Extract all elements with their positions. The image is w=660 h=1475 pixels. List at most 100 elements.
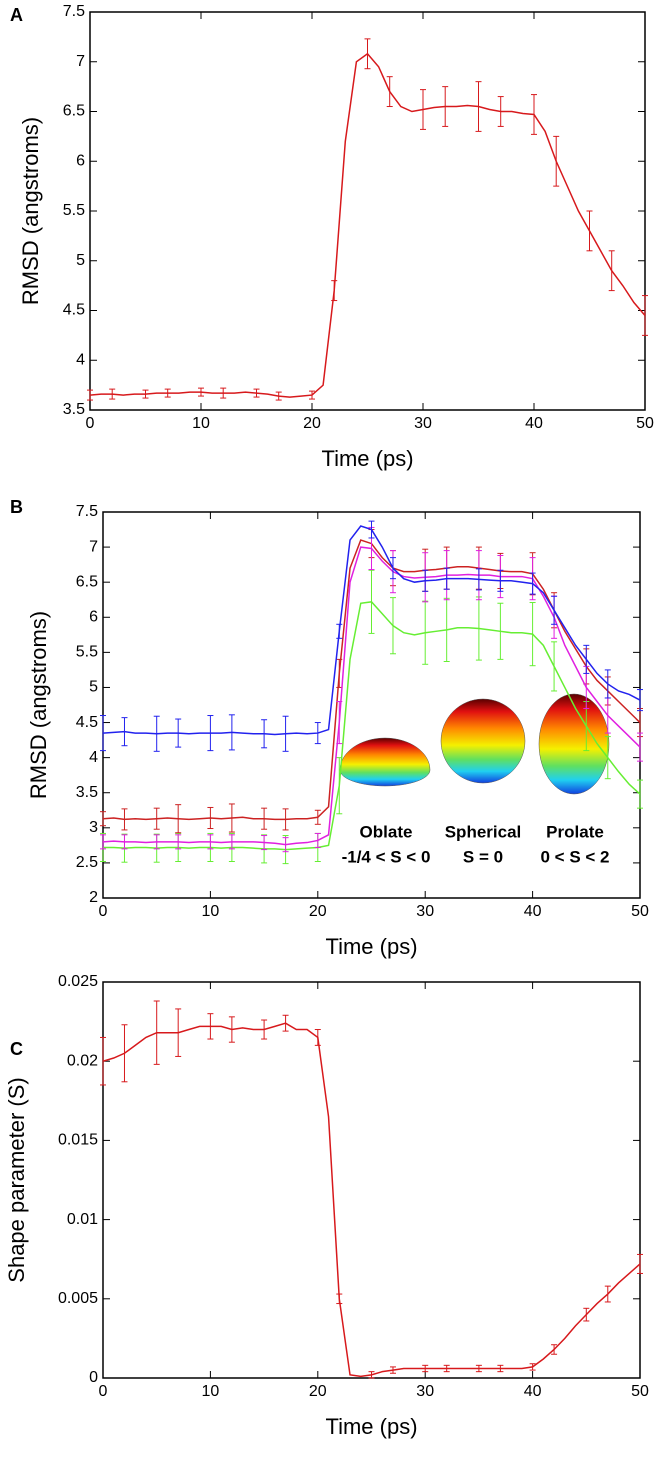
x-tick-label: 40 xyxy=(524,903,542,920)
x-tick-label: 50 xyxy=(636,415,654,432)
error-bar xyxy=(121,808,128,831)
x-axis-label: Time (ps) xyxy=(325,1414,417,1439)
error-bar xyxy=(637,1253,643,1274)
error-bar xyxy=(551,641,558,692)
error-bar xyxy=(314,1029,321,1046)
error-bar xyxy=(309,390,315,400)
error-bar xyxy=(121,717,128,747)
error-bar xyxy=(261,719,268,749)
error-bar xyxy=(275,391,282,401)
error-bar xyxy=(389,1366,396,1374)
error-bar xyxy=(551,1344,558,1355)
series-line xyxy=(102,1022,641,1378)
error-bar xyxy=(314,722,321,745)
annotation: Prolate xyxy=(546,822,604,841)
error-bar xyxy=(331,280,338,302)
y-tick-label: 5.5 xyxy=(76,644,98,661)
x-tick-label: 30 xyxy=(416,903,434,920)
y-tick-label: 4 xyxy=(76,351,85,368)
error-bar xyxy=(207,715,214,752)
y-tick-label: 0.015 xyxy=(58,1132,98,1149)
y-axis-label: RMSD (angstroms) xyxy=(18,117,43,305)
error-bar xyxy=(475,568,482,591)
y-tick-label: 6 xyxy=(89,608,98,625)
error-bar xyxy=(228,714,235,751)
annotation: -1/4 < S < 0 xyxy=(342,847,431,866)
x-tick-label: 10 xyxy=(202,1383,220,1400)
error-bar xyxy=(109,388,116,400)
error-bar xyxy=(368,569,375,634)
error-bar xyxy=(422,1364,429,1373)
error-bar xyxy=(586,210,593,252)
error-bar xyxy=(228,834,235,850)
sphere xyxy=(440,698,526,784)
y-tick-label: 3 xyxy=(89,819,98,836)
y-tick-label: 5 xyxy=(76,252,85,269)
annotation: Spherical xyxy=(445,822,522,841)
annotation: Oblate xyxy=(360,822,413,841)
annotation: S = 0 xyxy=(463,847,503,866)
x-tick-label: 40 xyxy=(525,415,543,432)
error-bar xyxy=(220,387,227,399)
error-bar xyxy=(175,1008,182,1057)
panel-label: B xyxy=(10,497,23,517)
error-bar xyxy=(336,757,343,815)
x-tick-label: 10 xyxy=(192,415,210,432)
y-tick-label: 0 xyxy=(89,1369,98,1386)
y-tick-label: 2.5 xyxy=(76,854,98,871)
error-bar xyxy=(142,389,149,399)
y-tick-label: 6.5 xyxy=(76,573,98,590)
y-axis-label: Shape parameter (S) xyxy=(4,1077,29,1282)
x-tick-label: 0 xyxy=(86,415,95,432)
error-bar xyxy=(529,572,536,595)
error-bar xyxy=(637,779,643,809)
error-bar xyxy=(282,715,289,752)
x-tick-label: 10 xyxy=(202,903,220,920)
error-bar xyxy=(497,602,504,660)
error-bar xyxy=(475,81,482,132)
error-bar xyxy=(583,644,590,674)
error-bar xyxy=(153,834,160,850)
error-bar xyxy=(443,567,450,590)
error-bar xyxy=(475,1364,482,1373)
series-line xyxy=(89,52,646,398)
error-bar xyxy=(261,835,268,851)
y-tick-label: 6 xyxy=(76,152,85,169)
x-tick-label: 20 xyxy=(309,903,327,920)
error-bar xyxy=(336,1293,343,1305)
prolate-spheroid xyxy=(538,693,610,795)
error-bar xyxy=(497,569,504,592)
error-bar xyxy=(386,76,393,108)
x-tick-label: 20 xyxy=(309,1383,327,1400)
x-tick-label: 50 xyxy=(631,903,649,920)
x-tick-label: 30 xyxy=(416,1383,434,1400)
error-bar xyxy=(207,1013,214,1040)
y-tick-label: 4.5 xyxy=(63,302,85,319)
plot-frame xyxy=(102,981,641,1379)
error-bar xyxy=(336,658,343,688)
error-bar xyxy=(153,1000,160,1065)
y-tick-label: 4.5 xyxy=(76,714,98,731)
y-tick-label: 7.5 xyxy=(76,503,98,520)
annotation: 0 < S < 2 xyxy=(541,847,610,866)
x-tick-label: 40 xyxy=(524,1383,542,1400)
error-bar xyxy=(422,569,429,592)
error-bar xyxy=(531,94,537,135)
error-bar xyxy=(314,832,321,848)
error-bar xyxy=(642,295,648,336)
x-axis-label: Time (ps) xyxy=(325,934,417,959)
panel-label: C xyxy=(10,1039,23,1059)
error-bar xyxy=(87,389,93,401)
error-bar xyxy=(164,388,171,398)
error-bar xyxy=(153,715,160,752)
error-bar xyxy=(253,388,260,398)
error-bar xyxy=(637,732,643,762)
error-bar xyxy=(583,1307,590,1322)
error-bar xyxy=(282,837,289,853)
error-bar xyxy=(443,1364,450,1373)
error-bar xyxy=(175,718,182,748)
error-bar xyxy=(282,1014,289,1032)
oblate-spheroid xyxy=(339,737,431,787)
error-bar xyxy=(282,808,289,831)
